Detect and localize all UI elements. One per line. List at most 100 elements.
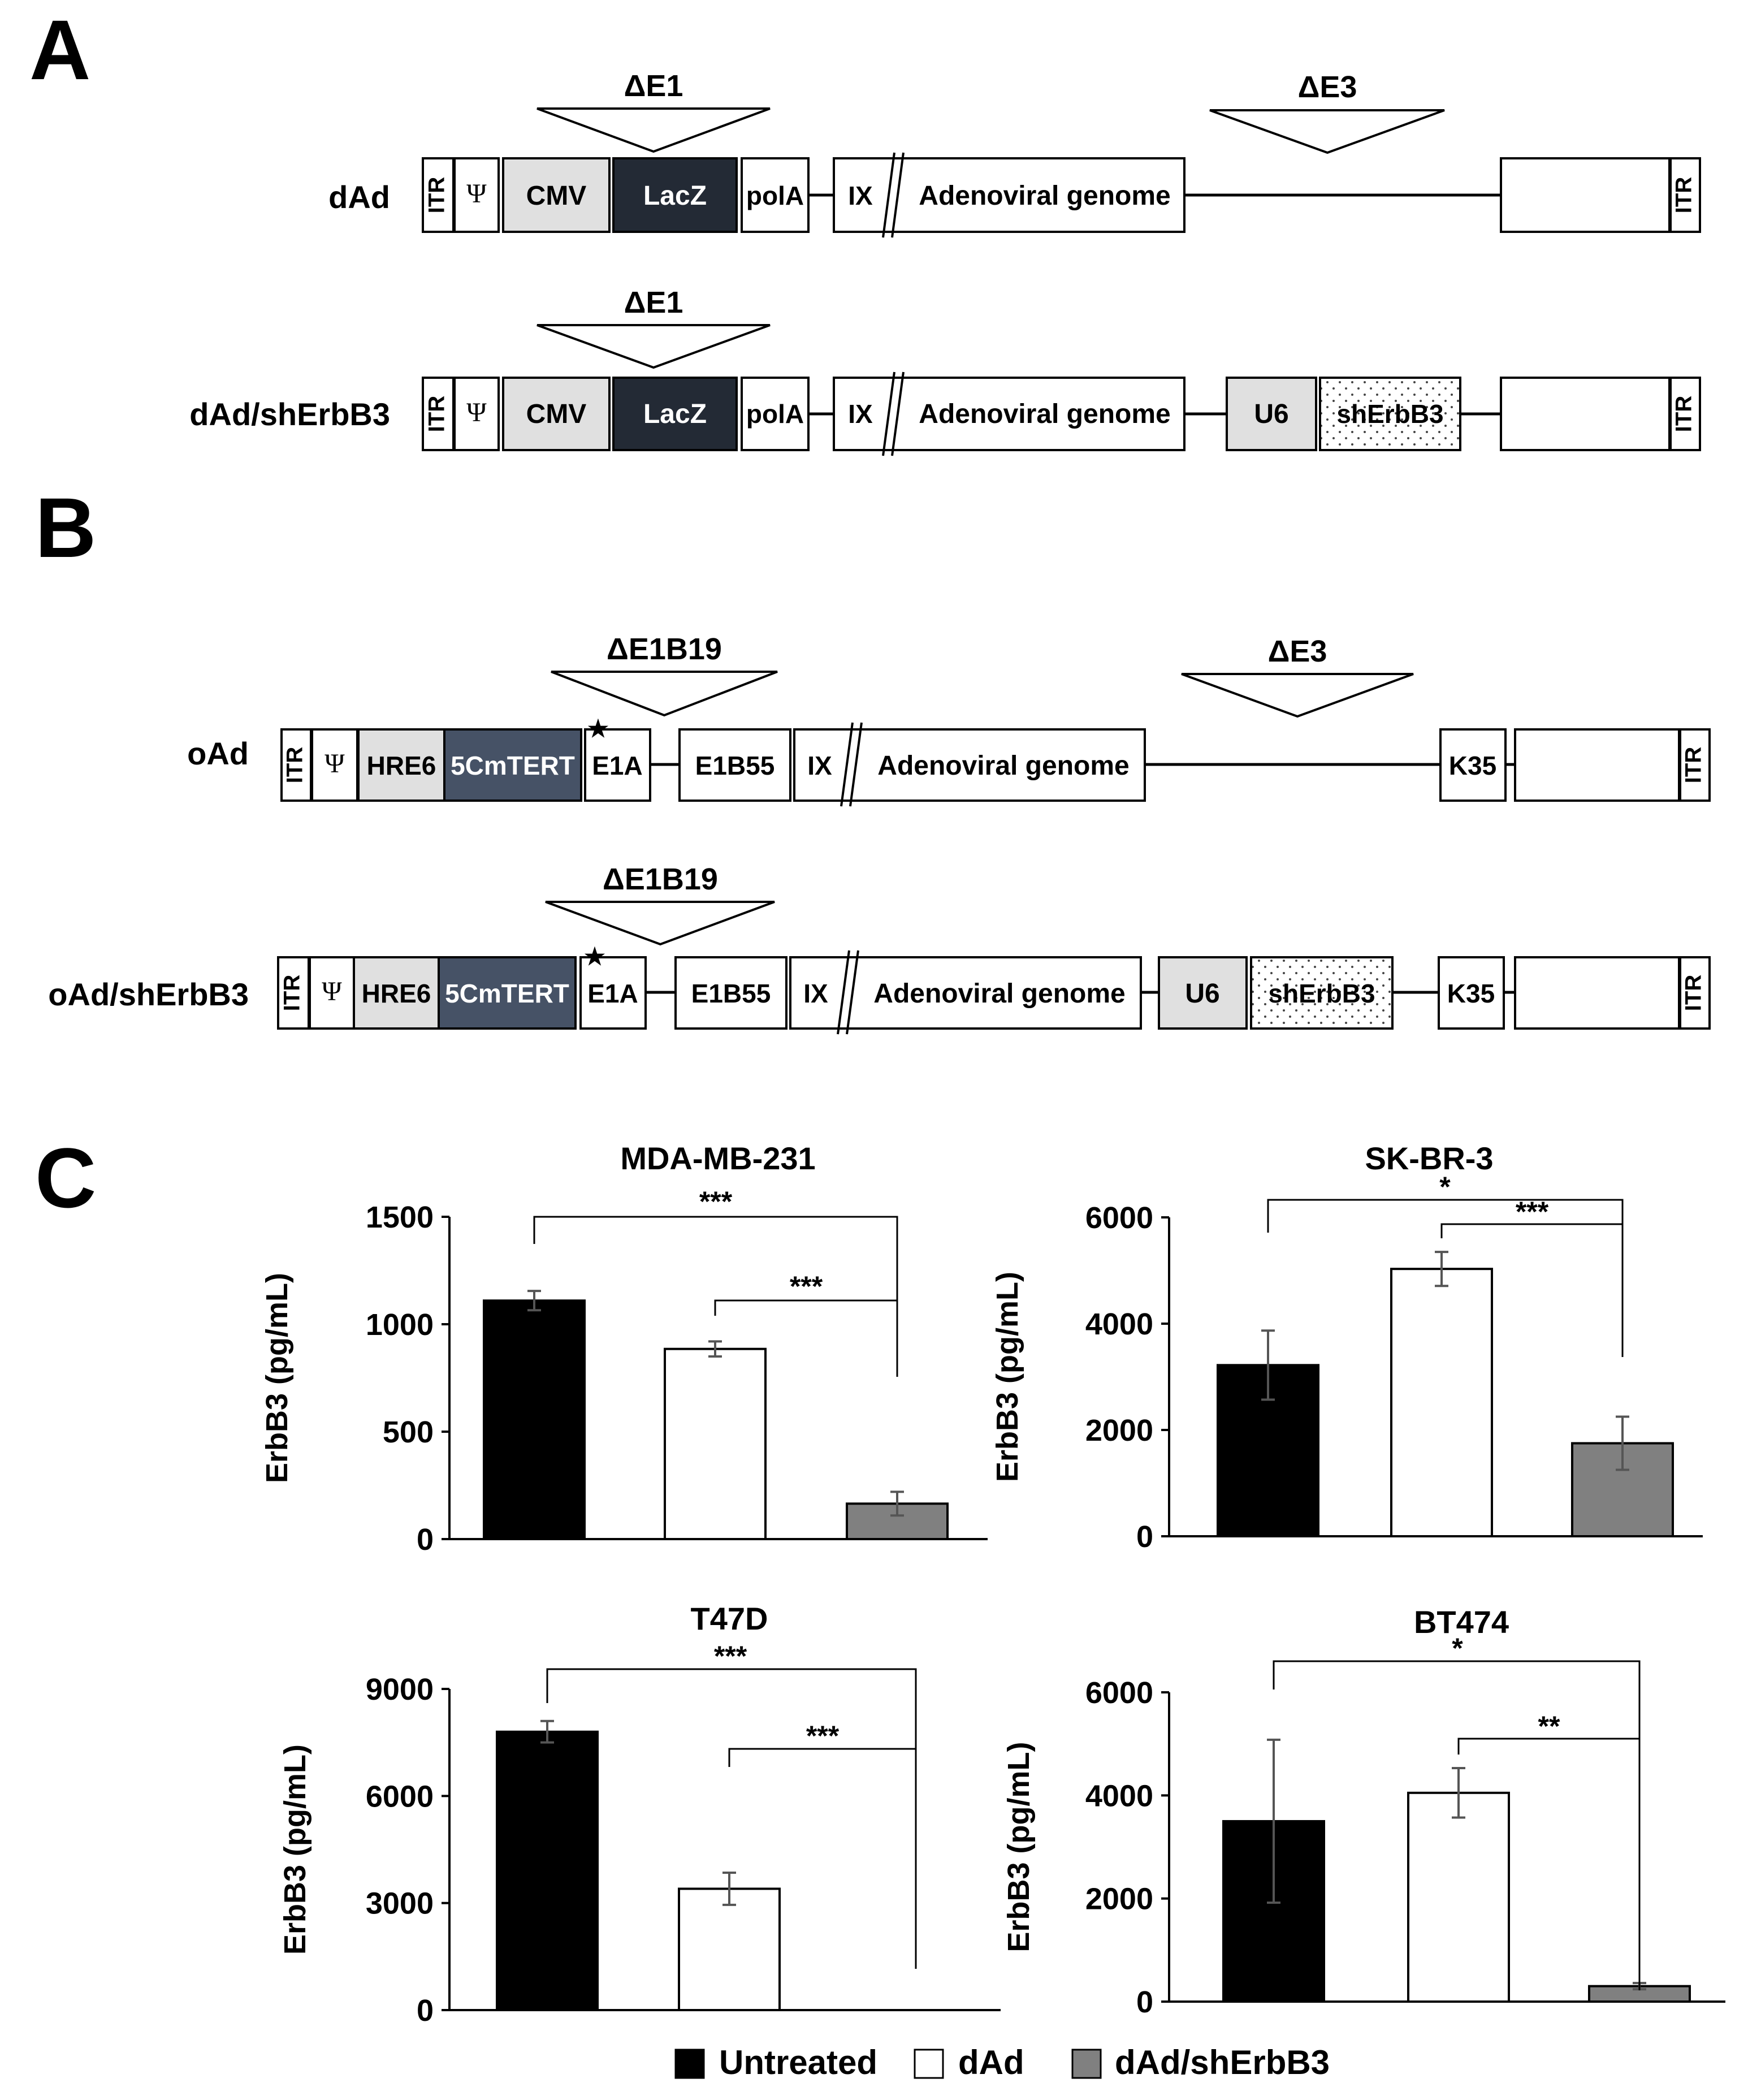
tert-box <box>443 728 582 802</box>
deletion-label: ΔE3 <box>1268 634 1327 668</box>
panel-label-b: B <box>35 480 96 575</box>
deletion-label: ΔE1B19 <box>603 862 718 896</box>
deletion-triangle <box>545 901 775 946</box>
deletion-label: ΔE1 <box>624 69 683 103</box>
psi-box <box>453 157 500 233</box>
legend-label-dad: dAd <box>958 2043 1024 2081</box>
construct-dad-sherbb3: dAd/shErbB3 ΔE1 ITR Ψ CMV LacZ polA IX A… <box>189 286 1701 456</box>
deletion-label: ΔE3 <box>1298 70 1357 104</box>
e1a-label: E1A <box>587 979 638 1008</box>
significance-marker: * <box>1439 1171 1451 1203</box>
psi-symbol: Ψ <box>322 976 342 1006</box>
ix-label: IX <box>848 399 873 429</box>
y-axis-label: ErbB3 (pg/mL) <box>1002 1742 1036 1952</box>
itr-box <box>280 728 312 802</box>
legend-swatch-dad-sherbb3 <box>1071 2049 1102 2079</box>
sherbb3-box <box>1250 956 1394 1030</box>
construct-label: dAd/shErbB3 <box>189 396 390 432</box>
sherbb3-label: shErbB3 <box>1268 979 1375 1008</box>
construct-label: oAd <box>187 736 249 771</box>
construct-oad-sherbb3: oAd/shErbB3 ΔE1B19 ITR Ψ HRE6 5CmTERT E1… <box>48 862 1711 1035</box>
significance-bracket <box>1440 1223 1624 1357</box>
itr-box <box>1679 728 1711 802</box>
polya-box <box>741 157 810 233</box>
itr-box <box>1679 956 1711 1030</box>
psi-box <box>453 377 500 451</box>
psi-symbol: Ψ <box>466 397 487 427</box>
construct-oad: oAd ΔE1B19 ΔE3 ITR Ψ HRE6 5CmTERT E1A ★ … <box>187 632 1711 807</box>
significance-marker: * <box>1452 1632 1463 1664</box>
e1a-box <box>579 956 647 1030</box>
bar-2 <box>1407 1791 1510 2003</box>
ix-label: IX <box>807 751 832 780</box>
y-tick-label: 1000 <box>366 1308 434 1342</box>
star-icon: ★ <box>584 943 605 970</box>
cmv-label: CMV <box>526 181 587 211</box>
construct-dad: dAd ΔE1 ΔE3 ITR Ψ CMV LacZ polA IX Adeno… <box>328 69 1701 238</box>
terminal-box <box>1500 377 1671 451</box>
itr-label: ITR <box>425 177 449 214</box>
polya-label: polA <box>746 181 804 210</box>
deletion-label: ΔE1 <box>624 286 683 319</box>
y-tick-label: 2000 <box>1085 1414 1153 1447</box>
y-axis-label: ErbB3 (pg/mL) <box>990 1272 1024 1482</box>
deletion-triangle <box>1209 109 1445 154</box>
deletion-triangle <box>1181 673 1414 718</box>
tert-box <box>438 956 577 1030</box>
ix-label: IX <box>803 979 828 1008</box>
ix-label: IX <box>848 181 873 210</box>
y-tick-label: 0 <box>417 1523 434 1557</box>
bar-2 <box>664 1347 767 1540</box>
itr-label: ITR <box>1681 747 1706 784</box>
significance-marker: *** <box>714 1640 747 1672</box>
y-tick-label: 6000 <box>366 1779 434 1813</box>
y-tick-label: 3000 <box>366 1887 434 1921</box>
psi-box <box>309 956 355 1030</box>
terminal-box <box>1514 956 1680 1030</box>
construct-label: oAd/shErbB3 <box>48 976 249 1012</box>
y-tick-label: 0 <box>417 1994 434 2028</box>
genome-label: Adenoviral genome <box>873 979 1125 1009</box>
cmv-box <box>502 157 611 233</box>
cmv-box <box>502 377 611 451</box>
u6-box <box>1226 377 1317 451</box>
y-axis-label: ErbB3 (pg/mL) <box>278 1744 312 1955</box>
k35-box <box>1438 956 1505 1030</box>
significance-marker: *** <box>699 1186 733 1217</box>
sherbb3-label: shErbB3 <box>1336 399 1443 429</box>
construct-label: dAd <box>328 179 390 215</box>
tert-label: 5CmTERT <box>451 751 575 780</box>
lacz-box <box>612 157 738 233</box>
deletion-triangle <box>536 324 771 369</box>
itr-label: ITR <box>1672 396 1697 433</box>
k35-box <box>1439 728 1507 802</box>
legend-label-dad-sherbb3: dAd/shErbB3 <box>1115 2043 1330 2081</box>
terminal-box <box>1500 157 1671 233</box>
e1a-box <box>584 728 651 802</box>
u6-box <box>1158 956 1248 1030</box>
itr-box <box>1669 157 1701 233</box>
psi-symbol: Ψ <box>324 749 345 779</box>
hre6-label: HRE6 <box>362 979 431 1008</box>
itr-label: ITR <box>280 975 305 1012</box>
itr-box <box>1669 377 1701 451</box>
genome-label: Adenoviral genome <box>919 399 1170 429</box>
chart-title: T47D <box>691 1601 768 1636</box>
u6-label: U6 <box>1185 979 1219 1009</box>
bar-2 <box>1390 1268 1493 1537</box>
terminal-box <box>1514 728 1680 802</box>
significance-bracket <box>1457 1738 1641 1990</box>
cmv-label: CMV <box>526 399 587 429</box>
significance-marker: *** <box>806 1720 840 1752</box>
panel-label-c: C <box>35 1130 96 1225</box>
y-tick-label: 1500 <box>366 1200 434 1234</box>
y-axis-label: ErbB3 (pg/mL) <box>260 1273 294 1483</box>
significance-marker: *** <box>1516 1196 1549 1228</box>
legend-swatch-untreated <box>674 2049 705 2079</box>
significance-bracket <box>533 1216 898 1377</box>
legend: Untreated dAd dAd/shErbB3 <box>674 2043 1330 2081</box>
sherbb3-box <box>1319 377 1461 451</box>
e1b55-label: E1B55 <box>695 751 775 780</box>
